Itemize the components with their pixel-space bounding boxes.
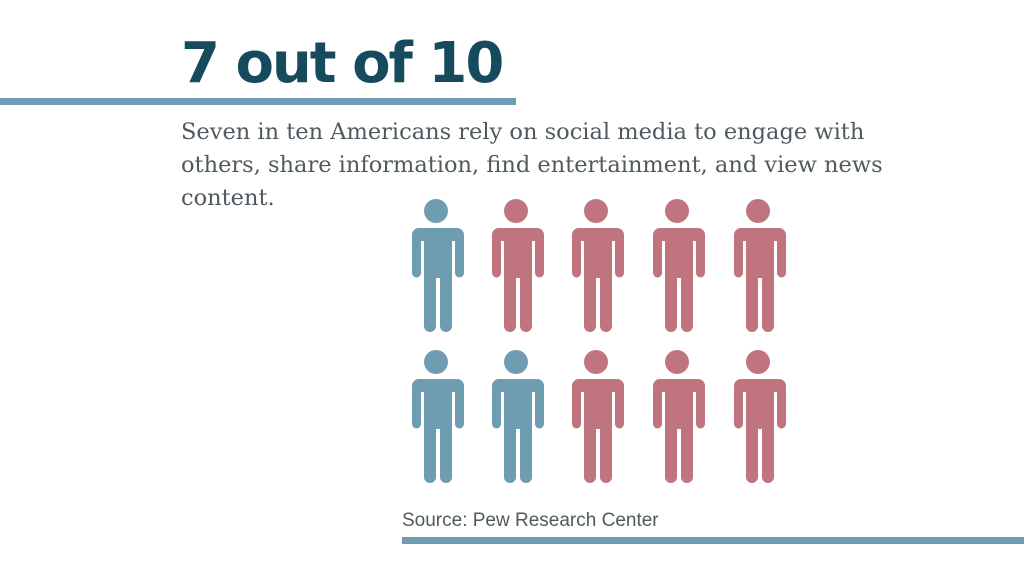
person-icon	[647, 198, 707, 333]
person-icon	[728, 198, 788, 333]
people-icon-grid	[404, 194, 790, 484]
person-icon	[647, 349, 707, 484]
headline: 7 out of 10	[181, 31, 504, 96]
headline-underline	[0, 98, 516, 105]
person-icon-highlighted	[406, 198, 466, 333]
person-icon	[728, 349, 788, 484]
source-credit: Source: Pew Research Center	[402, 510, 659, 531]
description: Seven in ten Americans rely on social me…	[181, 119, 883, 211]
person-icon-highlighted	[406, 349, 466, 484]
person-icon	[566, 198, 626, 333]
person-icon	[566, 349, 626, 484]
person-icon	[486, 198, 546, 333]
person-icon-highlighted	[486, 349, 546, 484]
footer-rule	[402, 537, 1024, 544]
